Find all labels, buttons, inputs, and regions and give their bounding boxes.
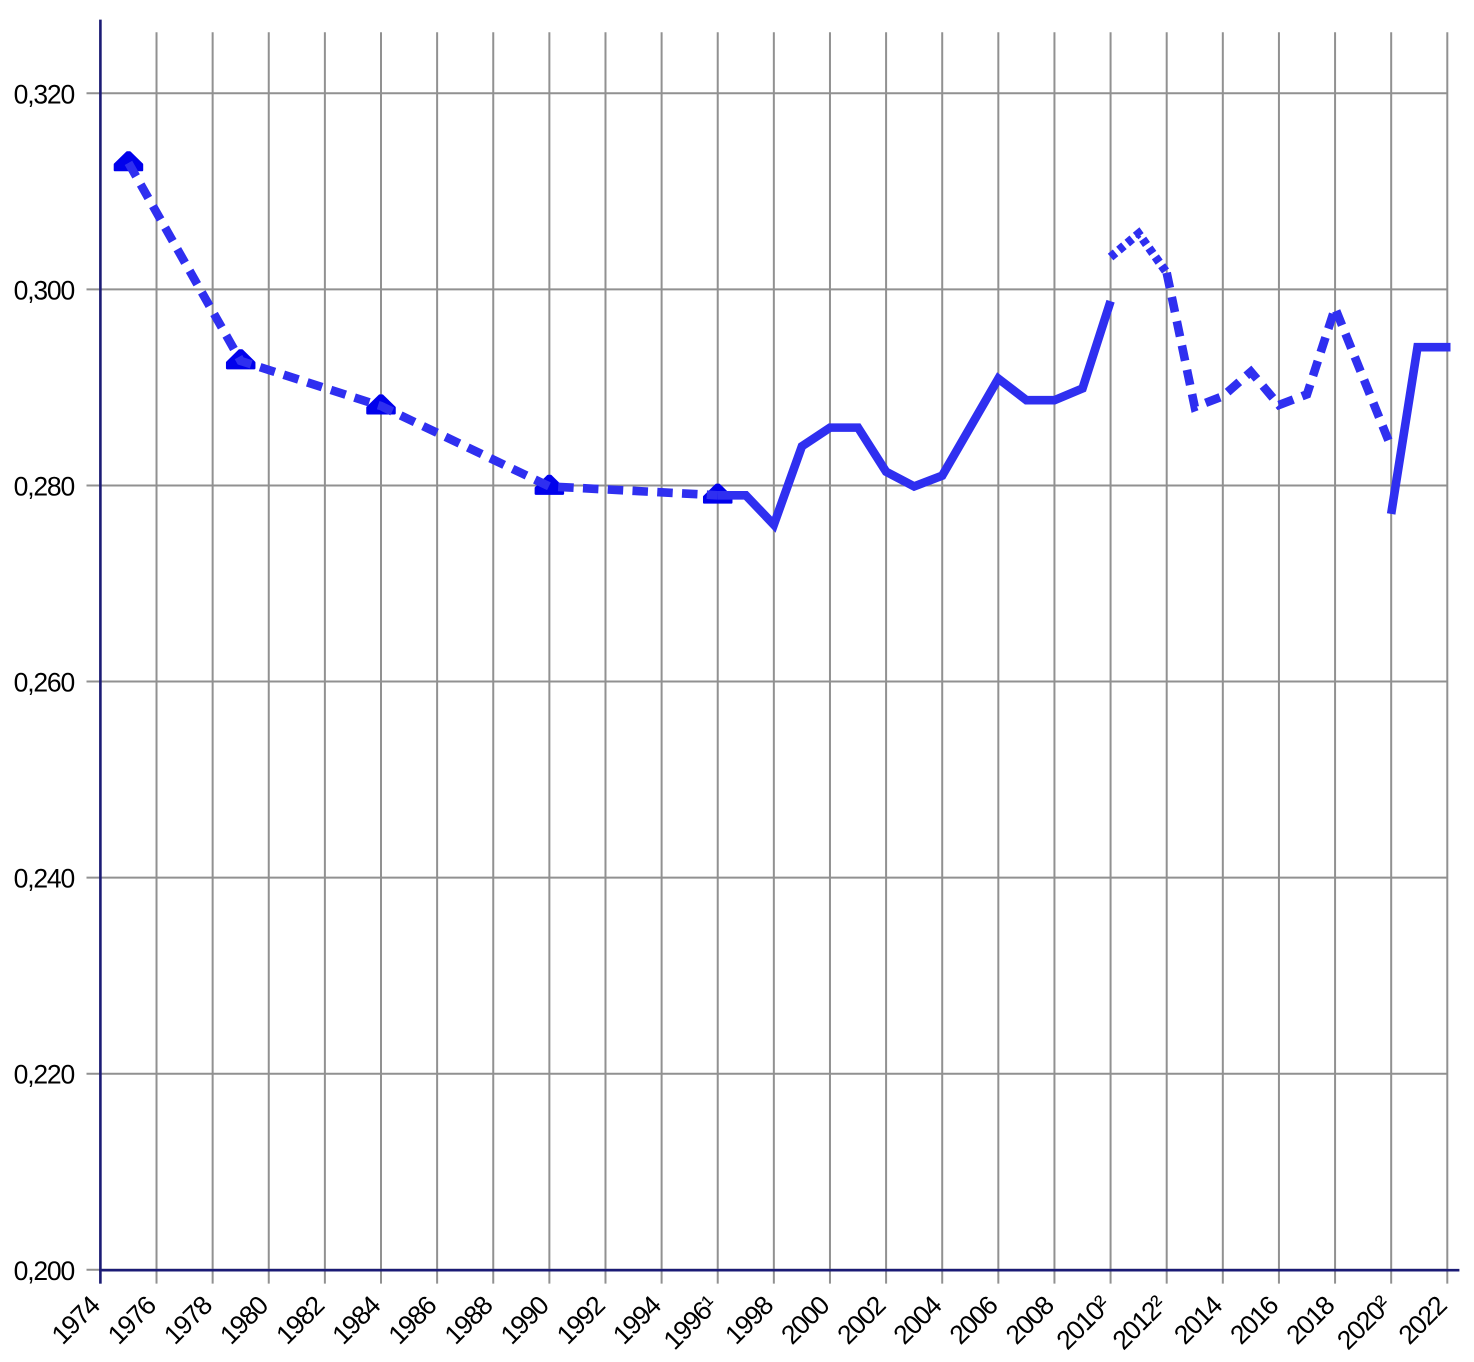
svg-text:0,200: 0,200 — [14, 1256, 75, 1286]
svg-text:0,240: 0,240 — [14, 864, 75, 894]
svg-text:0,280: 0,280 — [14, 471, 75, 501]
svg-text:0,300: 0,300 — [14, 275, 75, 305]
svg-text:0,320: 0,320 — [14, 79, 75, 109]
svg-text:0,260: 0,260 — [14, 668, 75, 698]
svg-text:0,220: 0,220 — [14, 1060, 75, 1090]
